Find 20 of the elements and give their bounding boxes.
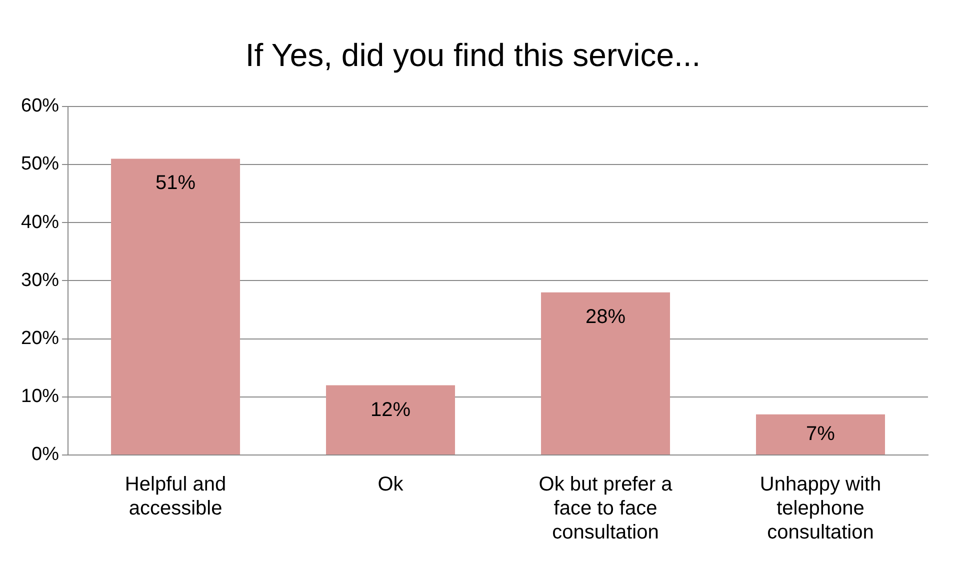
y-tick-label: 60%: [20, 96, 60, 117]
data-label: 51%: [156, 172, 196, 194]
y-tick-label: 40%: [20, 212, 60, 233]
y-tick-label: 20%: [20, 328, 60, 350]
x-tick-label: Ok but prefer a face to face consultation: [538, 474, 674, 544]
y-tick-label: 10%: [20, 386, 60, 408]
data-label: 28%: [585, 306, 626, 328]
y-tick-label: 0%: [32, 444, 60, 466]
x-tick-label: Ok: [378, 474, 404, 496]
data-label: 12%: [370, 398, 411, 421]
data-label: 7%: [806, 422, 836, 445]
bar: [326, 385, 456, 454]
bar: [111, 158, 240, 454]
x-tick-label: Unhappy with telephone consultation: [760, 474, 882, 544]
chart-title: If Yes, did you find this service...: [245, 37, 701, 74]
y-tick-label: 30%: [20, 270, 60, 291]
bar: [541, 292, 670, 454]
x-tick-label: Helpful and accessible: [124, 474, 226, 520]
y-tick-label: 50%: [20, 154, 60, 175]
bar: [756, 414, 885, 454]
